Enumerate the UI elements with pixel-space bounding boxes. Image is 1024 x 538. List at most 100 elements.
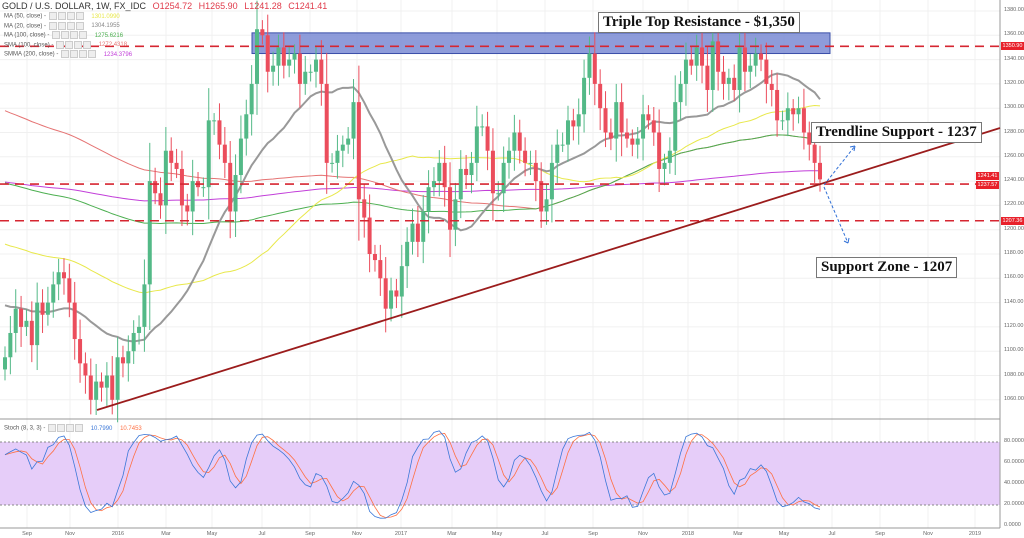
candle-body (244, 114, 249, 139)
candle-body (458, 168, 463, 200)
candle-body (426, 187, 431, 212)
candle-body (651, 120, 656, 133)
date-tick-label: 2018 (681, 531, 695, 537)
legend-item[interactable]: MA (100, close) - 1275.6216 (4, 31, 124, 39)
candle-body (142, 284, 147, 327)
annotation-support[interactable]: Support Zone - 1207 (816, 257, 958, 278)
candle-body (115, 357, 120, 400)
candle-body (120, 357, 125, 364)
candle-body (265, 35, 270, 72)
date-tick-label: May (778, 531, 790, 537)
date-tick-label: Sep (875, 531, 885, 537)
candle-body (501, 162, 506, 194)
candle-body (431, 181, 436, 188)
candle-body (3, 357, 7, 370)
price-tick-label: 1300.00 (1004, 104, 1024, 111)
candle-body (78, 339, 83, 364)
ma-20-line (4, 72, 821, 343)
candle-body (303, 71, 308, 84)
candle-body (753, 53, 758, 66)
candle-body (742, 47, 747, 72)
candle-body (528, 162, 533, 164)
candle-body (694, 47, 699, 66)
annotation-resistance[interactable]: Triple Top Resistance - $1,350 (598, 12, 800, 33)
legend-value: 1275.6216 (94, 32, 124, 39)
price-tick-label: 1340.00 (1004, 55, 1024, 62)
candle-body (732, 77, 737, 90)
date-tick-label: Nov (65, 531, 75, 537)
legend-item[interactable]: SMMA (200, close) - 1234.3796 (4, 50, 133, 58)
candle-body (185, 205, 190, 212)
candle-body (405, 241, 410, 267)
candle-body (646, 114, 651, 121)
candle-body (335, 150, 340, 163)
date-tick-label: 2017 (394, 531, 408, 537)
date-tick-label: 2019 (968, 531, 982, 537)
candle-body (169, 150, 174, 163)
candle-body (94, 381, 99, 400)
candle-body (271, 65, 276, 72)
legend-item[interactable]: MA (50, close) - 1301.0990 (4, 12, 120, 20)
candle-body (603, 108, 608, 133)
candle-body (785, 108, 790, 121)
candle-body (67, 278, 72, 303)
candle-body (319, 59, 324, 84)
candle-body (549, 162, 554, 200)
ohlc-open: O1254.72 (152, 1, 193, 11)
candle-body (807, 132, 812, 145)
candle-body (72, 302, 77, 340)
candle-body (313, 59, 318, 72)
price-tick-label: 1160.00 (1004, 274, 1024, 281)
legend-item[interactable]: MA (20, close) - 1304.1955 (4, 21, 120, 30)
price-badge: 1350.90 (1001, 42, 1024, 51)
stoch-d-line (4, 433, 821, 519)
candle-body (496, 193, 501, 195)
candle-body (657, 132, 662, 169)
arrow-up (823, 145, 856, 186)
candle-body (614, 102, 619, 139)
price-tick-label: 1120.00 (1004, 322, 1024, 329)
candle-body (775, 89, 780, 121)
price-tick-label: 1060.00 (1004, 395, 1024, 402)
candle-body (399, 266, 404, 297)
price-tick-label: 1100.00 (1004, 347, 1024, 354)
candle-body (716, 41, 721, 72)
candle-body (153, 181, 158, 194)
candle-body (330, 162, 335, 164)
price-tick-label: 1280.00 (1004, 128, 1024, 135)
candle-body (137, 326, 142, 333)
annotation-trendline[interactable]: Trendline Support - 1237 (811, 122, 982, 143)
candle-body (378, 260, 383, 279)
candle-body (469, 162, 474, 176)
ohlc-low: L1241.28 (244, 1, 282, 11)
candle-body (764, 59, 769, 84)
candle-body (56, 272, 61, 285)
candle-body (507, 150, 512, 163)
candle-body (174, 162, 179, 169)
date-tick-label: Jul (828, 531, 836, 537)
candle-body (721, 71, 726, 84)
chart-title-bar: GOLD / U.S. DOLLAR, 1W, FX_IDC O1254.72 … (2, 1, 327, 11)
legend-item[interactable]: SMA (100, close) - 1272.4318 (4, 40, 128, 49)
candle-body (147, 181, 152, 285)
candle-body (539, 181, 544, 212)
candle-body (415, 223, 420, 242)
candle-body (533, 162, 538, 182)
price-badge: 1241.41 (976, 172, 999, 180)
price-tick-label: 1320.00 (1004, 79, 1024, 86)
date-tick-label: May (206, 531, 218, 537)
date-tick-label: Sep (305, 531, 315, 537)
candle-body (260, 29, 265, 36)
candle-body (748, 65, 753, 72)
stoch-legend[interactable]: Stoch (8, 3, 3) - 10.7990 10.7453 (4, 424, 142, 432)
symbol-title[interactable]: GOLD / U.S. DOLLAR, 1W, FX_IDC (2, 1, 147, 11)
candle-body (737, 47, 742, 90)
candle-body (297, 53, 302, 84)
candle-body (104, 375, 109, 388)
candle-body (576, 114, 581, 127)
candle-body (769, 83, 774, 90)
candle-body (624, 132, 629, 139)
candle-body (287, 59, 292, 66)
candle-body (308, 71, 313, 73)
